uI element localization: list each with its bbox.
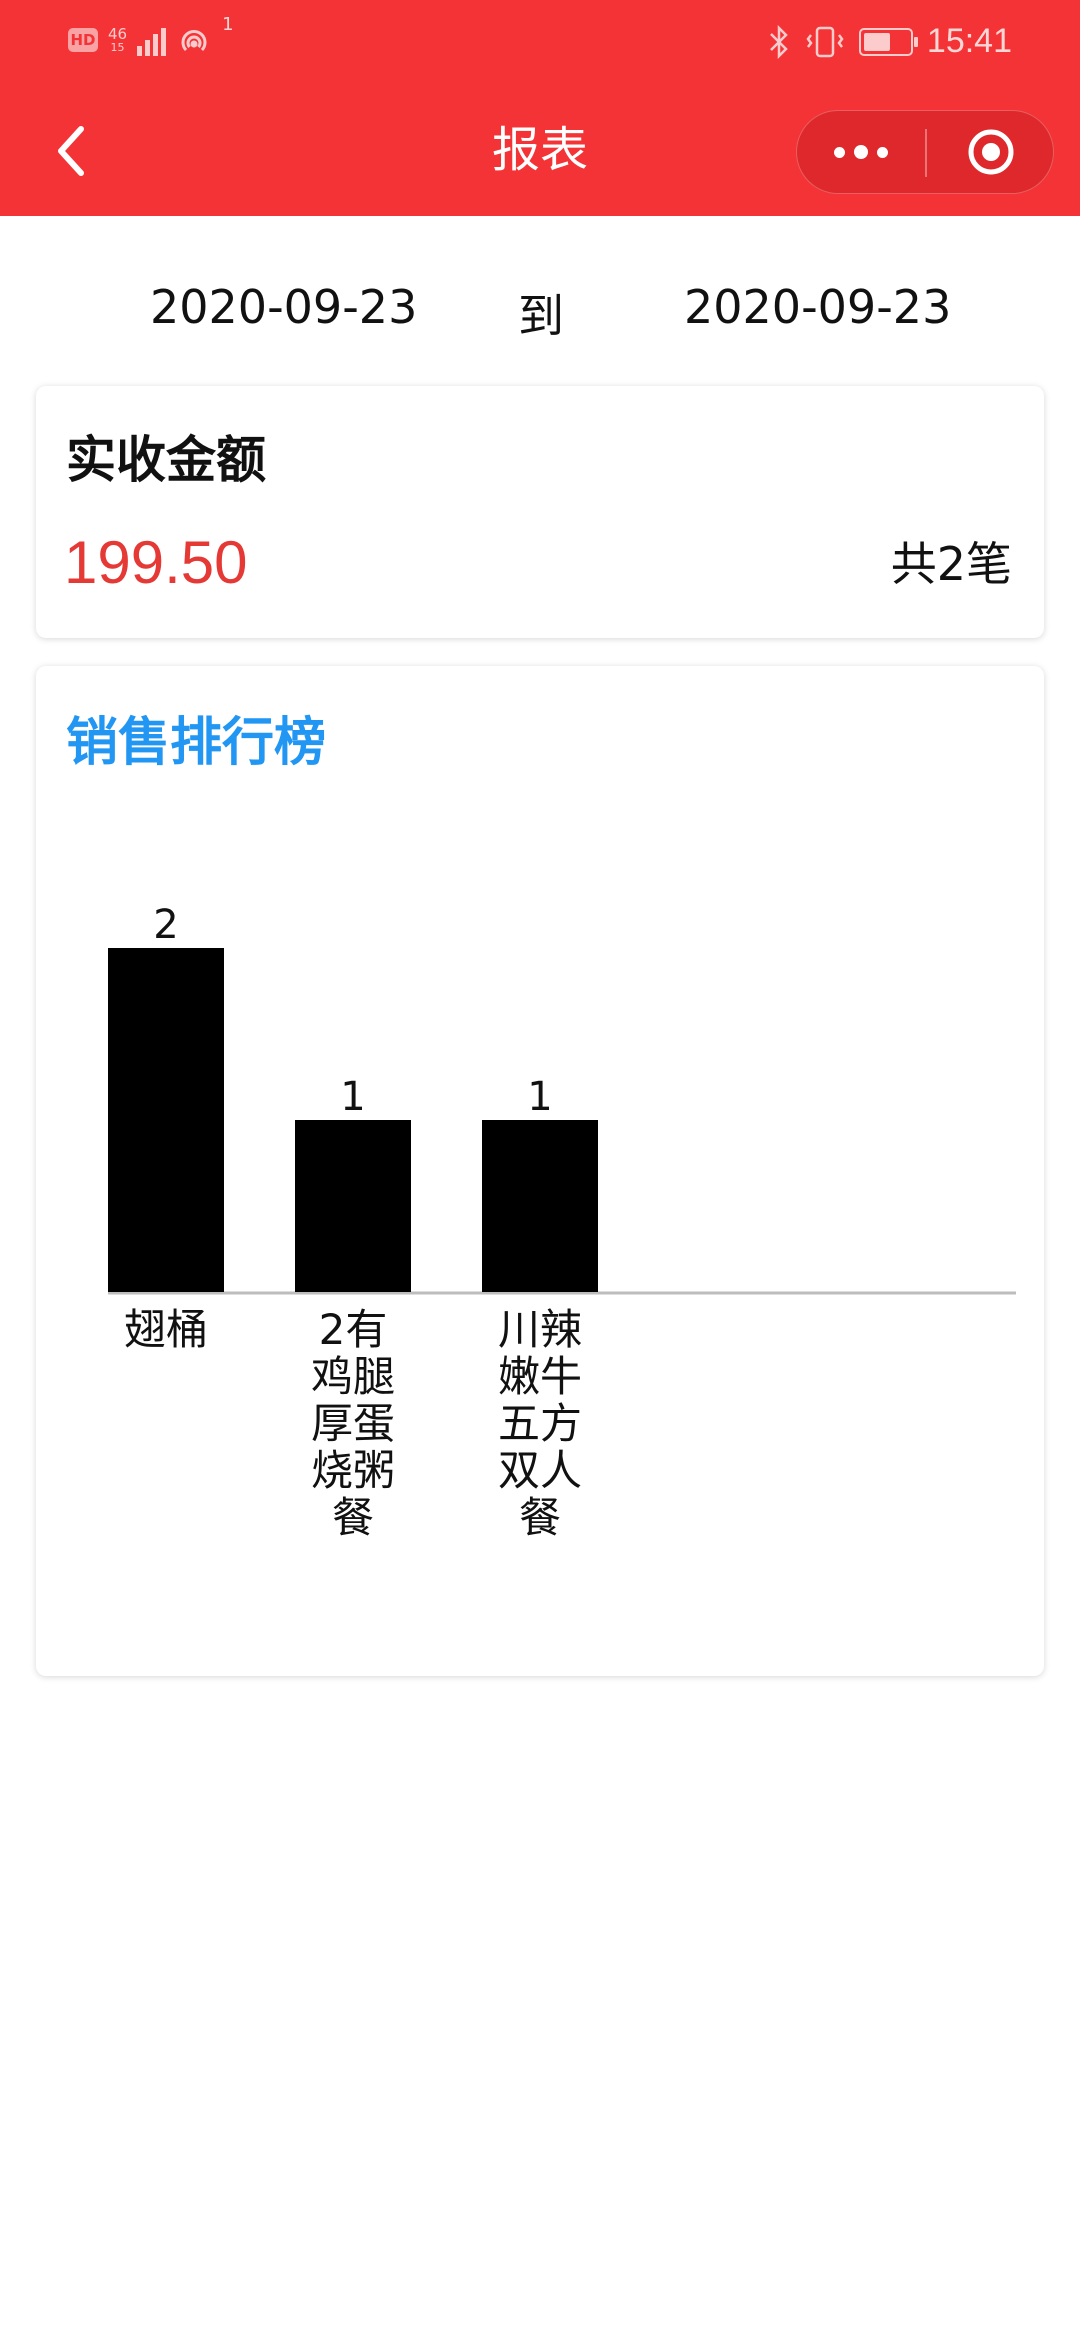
- status-right-group: 15:41: [767, 22, 1012, 61]
- battery-icon: [858, 27, 918, 56]
- more-dot: [854, 145, 868, 159]
- date-range-row: 2020-09-23 到 2020-09-23: [0, 262, 1080, 358]
- bar-category-label: 五方: [498, 1399, 582, 1448]
- bar-category-label: 烧粥: [311, 1446, 395, 1495]
- ranking-title: 销售排行榜: [66, 713, 327, 773]
- end-date-picker[interactable]: 2020-09-23: [684, 280, 952, 334]
- sales-ranking-card: 销售排行榜 2 翅桶 1 2有 鸡腿 厚蛋 烧粥餐 1 川辣 嫩牛 五方 双人餐: [36, 666, 1044, 1676]
- status-left-group: HD 46 15 1: [68, 14, 234, 58]
- chart-bar: [295, 1120, 411, 1292]
- network-type: 46: [108, 25, 128, 43]
- miniprogram-capsule: [796, 110, 1054, 194]
- bar-category-label: 厚蛋: [311, 1399, 395, 1448]
- start-date-picker[interactable]: 2020-09-23: [150, 280, 418, 334]
- more-dot: [834, 146, 845, 158]
- chart-bar: [482, 1120, 598, 1292]
- amount-title: 实收金额: [66, 431, 266, 489]
- hotspot-icon: [181, 30, 207, 52]
- bar-category-label: 双人: [498, 1446, 582, 1495]
- status-time: 15:41: [926, 22, 1012, 60]
- bar-category-label: 2有: [319, 1305, 388, 1354]
- bar-category-label: 餐: [519, 1493, 561, 1542]
- hd-icon: HD: [68, 28, 98, 52]
- battery-level: [863, 32, 891, 51]
- bar-category-label: 餐: [332, 1493, 374, 1542]
- bar-category-label: 鸡腿: [311, 1352, 395, 1401]
- more-button[interactable]: [797, 111, 925, 193]
- capsule-divider: [925, 129, 927, 177]
- signal-icon: [137, 24, 167, 56]
- network-type-label: 46 15: [108, 25, 128, 54]
- amount-value: 199.50: [64, 529, 248, 596]
- chevron-left-icon: [58, 126, 84, 176]
- bar-category-label: 翅桶: [124, 1305, 208, 1354]
- vibrate-icon: [806, 26, 844, 57]
- transaction-count: 共2笔: [890, 537, 1012, 591]
- date-separator: 到: [518, 289, 564, 343]
- bar-value-label: 1: [527, 1074, 552, 1120]
- hotspot-count: 1: [222, 13, 234, 35]
- close-miniprogram-button[interactable]: [927, 111, 1055, 193]
- more-dot: [877, 146, 888, 158]
- app-header: HD 46 15 1: [0, 0, 1080, 216]
- network-sub: 15: [110, 41, 125, 54]
- page-title: 报表: [491, 122, 588, 178]
- chart-bar: [108, 948, 224, 1292]
- nav-bar: 报表: [0, 88, 1080, 216]
- bar-category-label: 川辣: [498, 1305, 582, 1354]
- target-circle-icon: [968, 129, 1014, 175]
- bar-category-label: 嫩牛: [498, 1352, 582, 1401]
- bar-value-label: 2: [153, 902, 178, 948]
- status-bar: HD 46 15 1: [0, 0, 1080, 88]
- back-button[interactable]: [36, 116, 106, 186]
- bluetooth-icon: [770, 24, 788, 59]
- bar-value-label: 1: [340, 1074, 365, 1120]
- amount-card: 实收金额 199.50 共2笔: [36, 386, 1044, 638]
